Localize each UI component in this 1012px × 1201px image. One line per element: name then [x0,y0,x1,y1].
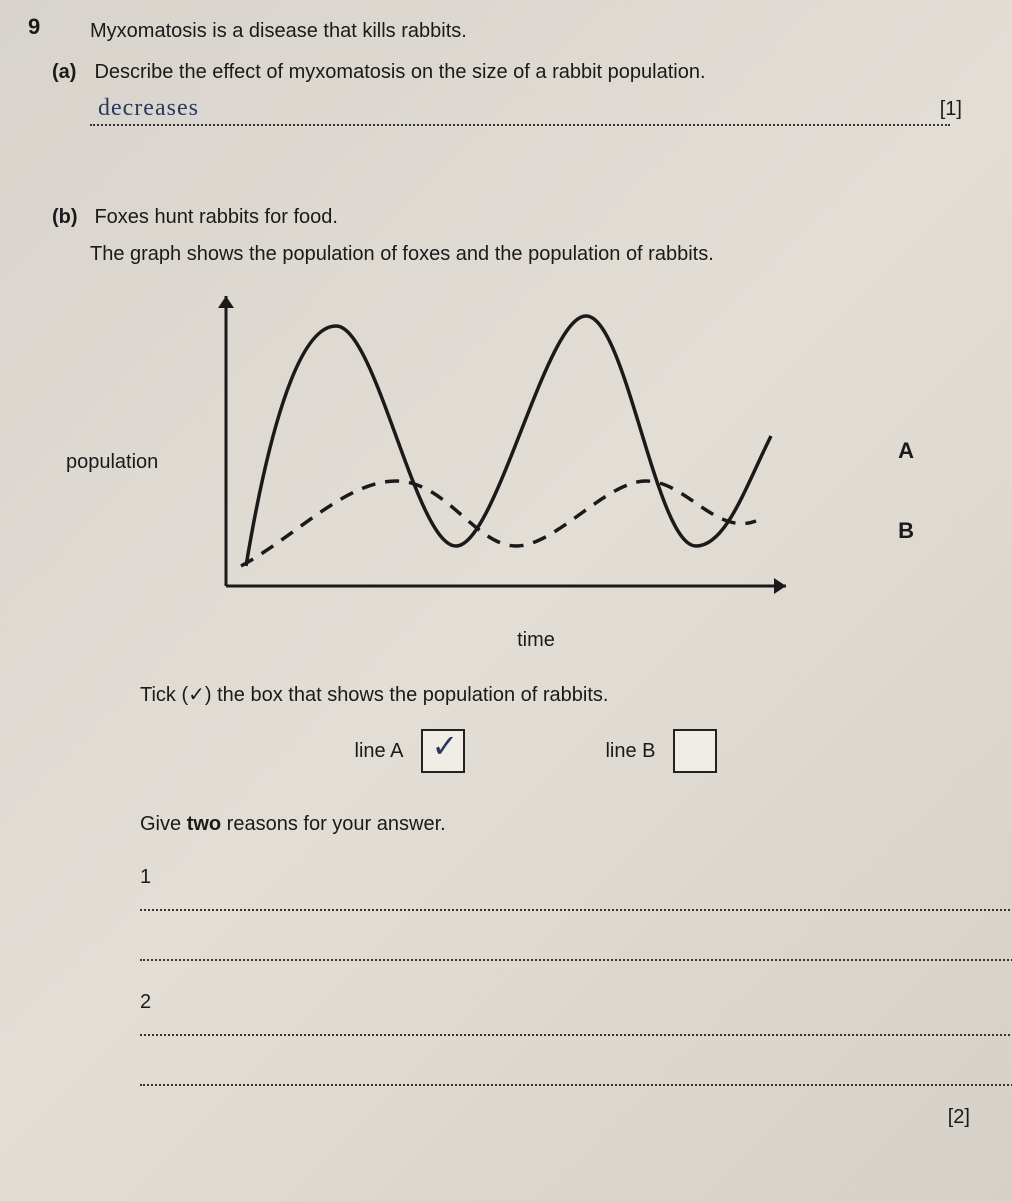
chart-ylabel: population [66,451,158,474]
intro-text: Myxomatosis is a disease that kills rabb… [90,20,982,43]
option-b: line B [605,729,717,773]
part-b-para2: The graph shows the population of foxes … [90,243,982,266]
checkbox-b[interactable] [673,729,717,773]
option-a-label: line A [355,740,404,763]
answer-line-a: decreases [90,90,950,126]
question-number: 9 [28,14,40,40]
handwritten-answer-a: decreases [98,95,199,122]
population-chart [186,286,806,616]
mark-a: [1] [940,98,962,121]
chart-container: population A B time [186,286,886,652]
chart-label-b: B [898,518,914,544]
chart-label-a: A [898,438,914,464]
reason-1-line2 [140,939,1012,961]
tick-mark-a: ✓ [431,727,458,765]
part-b-label: (b) [52,206,90,229]
part-b: (b) Foxes hunt rabbits for food. The gra… [90,206,982,1129]
chart-xlabel: time [186,629,886,652]
reasons-bold: two [187,813,221,835]
mark-b: [2] [90,1106,970,1129]
reason-2-line1 [140,1014,1010,1036]
reason-2-line2 [140,1064,1012,1086]
reason-2-num: 2 [140,991,168,1014]
part-a: (a) Describe the effect of myxomatosis o… [90,61,982,126]
reason-1: 1 [140,866,982,911]
reason-1-num: 1 [140,866,168,889]
reasons-pre: Give [140,813,187,835]
tick-options-row: line A ✓ line B [90,729,982,773]
checkbox-a[interactable]: ✓ [421,729,465,773]
reasons-post: reasons for your answer. [221,813,446,835]
part-b-para1: Foxes hunt rabbits for food. [94,206,337,228]
option-b-label: line B [605,740,655,763]
reasons-instruction: Give two reasons for your answer. [140,813,982,836]
reason-2: 2 [140,991,982,1036]
reason-1-line1 [140,889,1010,911]
part-a-label: (a) [52,61,90,84]
part-a-text: Describe the effect of myxomatosis on th… [94,61,705,83]
option-a: line A ✓ [355,729,466,773]
tick-instruction: Tick (✓) the box that shows the populati… [140,682,982,707]
